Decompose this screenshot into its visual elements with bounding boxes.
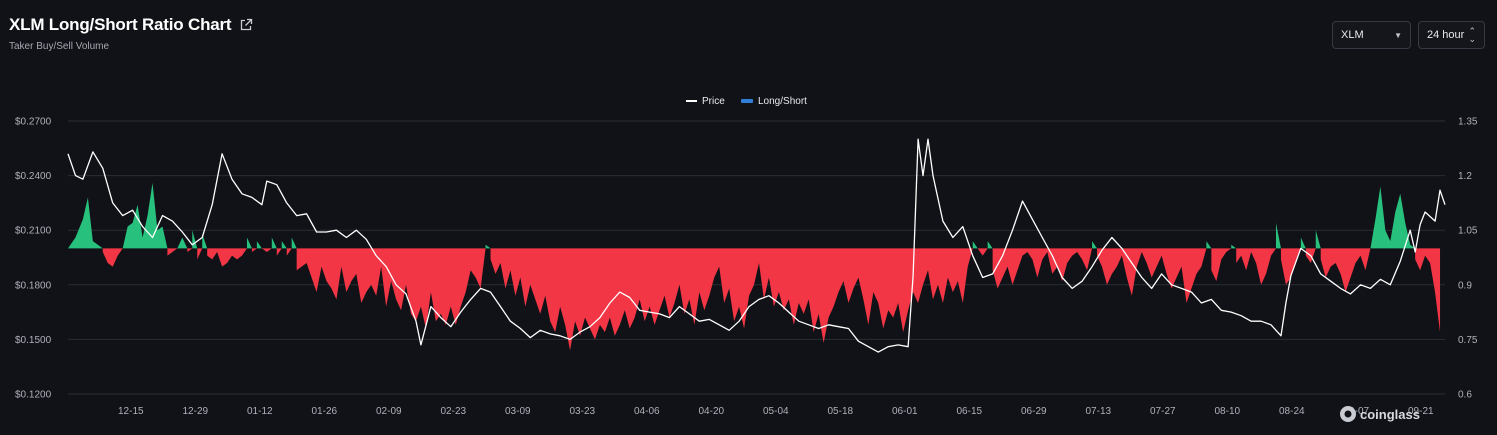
x-tick-label: 12-15: [118, 406, 144, 417]
chart-legend: Price Long/Short: [686, 96, 807, 107]
external-link-icon[interactable]: [239, 18, 253, 32]
x-tick-label: 01-12: [247, 406, 273, 417]
chart-controls: XLM ▼ 24 hour ⌃ ⌄: [1332, 21, 1485, 49]
x-tick-label: 09-07: [1344, 406, 1370, 417]
range-select-value: 24 hour: [1427, 29, 1465, 41]
x-tick-label: 06-29: [1021, 406, 1047, 417]
left-tick-label: $0.1200: [15, 390, 52, 401]
chevron-updown-icon: ⌃ ⌄: [1468, 26, 1476, 44]
symbol-select[interactable]: XLM ▼: [1332, 21, 1411, 49]
coinglass-logo-inner: [1344, 410, 1352, 418]
x-tick-label: 01-26: [312, 406, 338, 417]
x-tick-label: 08-10: [1215, 406, 1241, 417]
x-tick-label: 06-15: [957, 406, 983, 417]
x-tick-label: 05-04: [763, 406, 789, 417]
watermark: coinglass: [1340, 406, 1420, 422]
x-tick-label: 04-06: [634, 406, 660, 417]
chart-grid: [68, 120, 1445, 395]
right-tick-label: 1.35: [1458, 117, 1478, 128]
long-short-area: [68, 182, 1441, 351]
x-tick-label: 12-29: [183, 406, 209, 417]
page-title: XLM Long/Short Ratio Chart: [9, 15, 232, 34]
right-tick-label: 0.75: [1458, 335, 1478, 346]
legend-long-short-swatch: [741, 99, 753, 103]
right-tick-label: 1.2: [1458, 171, 1472, 182]
short-area: [68, 248, 1441, 351]
x-tick-label: 03-09: [505, 406, 531, 417]
price-line: [67, 138, 1446, 353]
x-tick-label: 07-27: [1150, 406, 1176, 417]
left-tick-label: $0.2100: [15, 226, 52, 237]
range-select[interactable]: 24 hour ⌃ ⌄: [1418, 21, 1485, 49]
right-tick-label: 0.9: [1458, 280, 1472, 291]
left-axis: $0.2700 $0.2400 $0.2100 $0.1800 $0.1500 $0.12…: [15, 117, 52, 401]
legend-long-short-label[interactable]: Long/Short: [758, 96, 807, 107]
x-tick-label: 08-24: [1279, 406, 1305, 417]
x-tick-label: 05-18: [828, 406, 854, 417]
chevron-down-icon: ▼: [1394, 30, 1402, 40]
symbol-select-value: XLM: [1341, 29, 1364, 41]
x-tick-label: 09-21: [1408, 406, 1434, 417]
left-tick-label: $0.1800: [15, 280, 52, 291]
legend-price-label[interactable]: Price: [702, 96, 725, 107]
x-tick-label: 03-23: [570, 406, 596, 417]
x-tick-label: 02-23: [441, 406, 467, 417]
right-tick-label: 1.05: [1458, 226, 1478, 237]
watermark-text: coinglass: [1360, 407, 1420, 422]
x-tick-label: 02-09: [376, 406, 402, 417]
chart-header: XLM Long/Short Ratio Chart Taker Buy/Sel…: [9, 15, 253, 52]
right-axis: 1.35 1.2 1.05 0.9 0.75 0.6: [1458, 117, 1478, 401]
x-tick-label: 04-20: [699, 406, 725, 417]
page-subtitle: Taker Buy/Sell Volume: [9, 41, 110, 52]
left-tick-label: $0.2400: [15, 171, 52, 182]
x-tick-label: 06-01: [892, 406, 918, 417]
x-axis: 12-15 12-29 01-12 01-26 02-09 02-23 03-09 03-23…: [118, 406, 1434, 417]
price-series-line: [67, 138, 1446, 353]
left-tick-label: $0.1500: [15, 335, 52, 346]
long-area: [68, 182, 1416, 249]
right-tick-label: 0.6: [1458, 390, 1472, 401]
x-tick-label: 07-13: [1086, 406, 1112, 417]
left-tick-label: $0.2700: [15, 117, 52, 128]
